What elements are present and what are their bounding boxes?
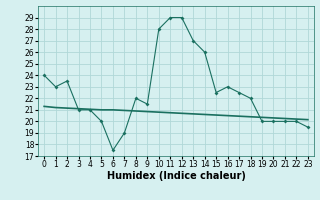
X-axis label: Humidex (Indice chaleur): Humidex (Indice chaleur)	[107, 171, 245, 181]
